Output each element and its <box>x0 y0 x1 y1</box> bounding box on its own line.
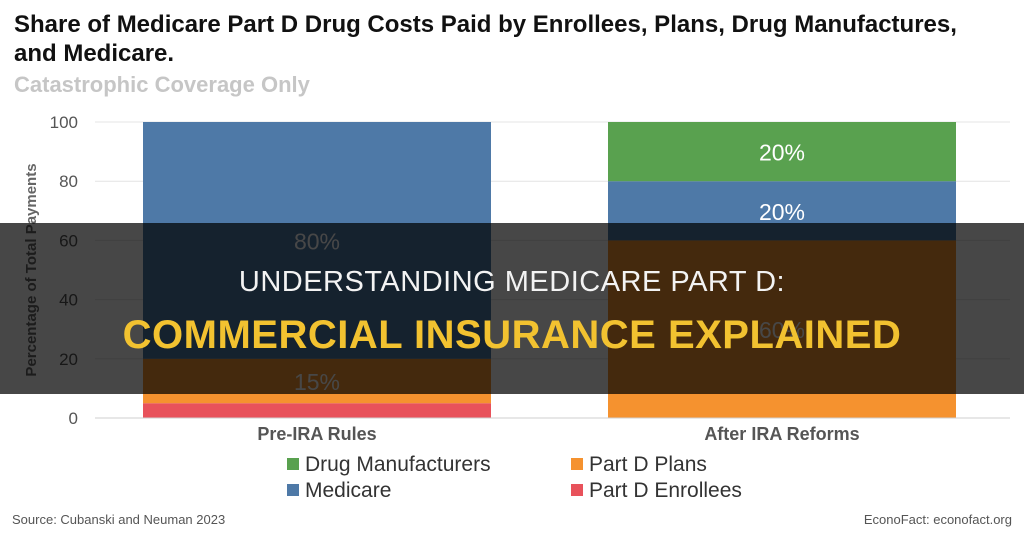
headline-line-1: UNDERSTANDING MEDICARE PART D: <box>238 266 786 298</box>
y-tick-label: 100 <box>50 113 78 132</box>
x-tick-label: After IRA Reforms <box>704 424 859 444</box>
legend-label: Drug Manufacturers <box>305 453 491 476</box>
headline-overlay <box>0 223 1024 394</box>
bar-segment <box>143 403 491 418</box>
legend-swatch <box>287 484 299 496</box>
data-label: 20% <box>759 140 805 166</box>
chart-title: Share of Medicare Part D Drug Costs Paid… <box>14 11 957 67</box>
legend-label: Part D Enrollees <box>589 479 742 502</box>
y-tick-label: 80 <box>59 172 78 191</box>
legend-swatch <box>571 458 583 470</box>
chart-subtitle: Catastrophic Coverage Only <box>14 72 310 97</box>
credit-note: EconoFact: econofact.org <box>863 512 1012 527</box>
x-tick-label: Pre-IRA Rules <box>257 424 376 444</box>
legend-label: Part D Plans <box>589 453 707 476</box>
legend-swatch <box>287 458 299 470</box>
source-note: Source: Cubanski and Neuman 2023 <box>12 512 226 527</box>
y-tick-label: 0 <box>69 409 78 428</box>
data-label: 20% <box>759 199 805 225</box>
legend-swatch <box>571 484 583 496</box>
legend-label: Medicare <box>305 479 391 502</box>
bar-segment <box>608 122 956 182</box>
headline-line-2: COMMERCIAL INSURANCE EXPLAINED <box>122 313 902 357</box>
